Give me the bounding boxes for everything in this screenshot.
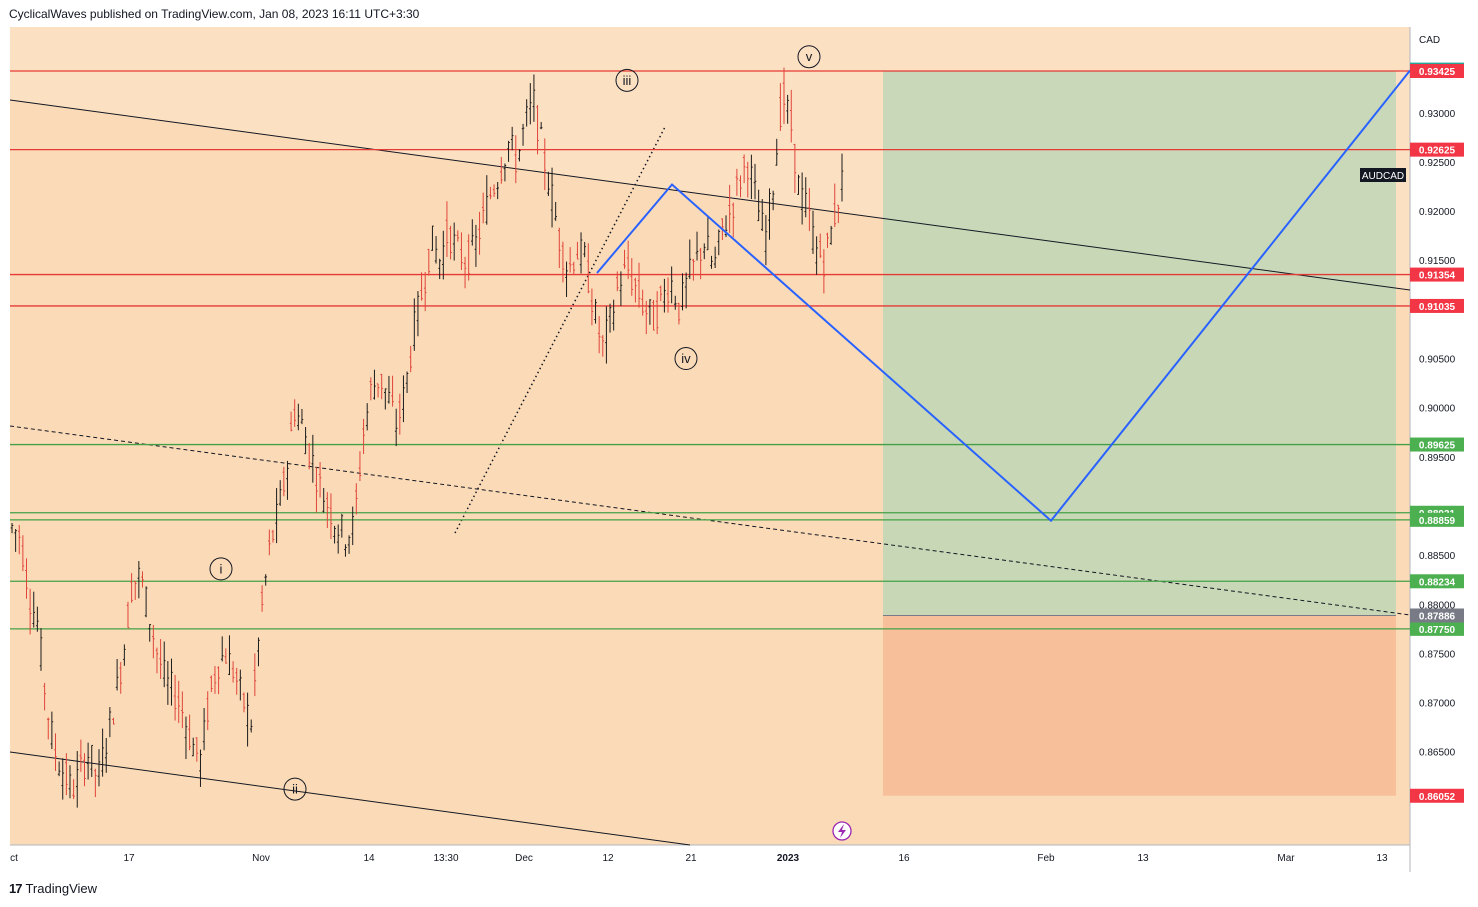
wave-label: iv [681,351,691,366]
tradingview-logo-icon: 17 [9,881,23,896]
resistance-price-label-bg [1410,64,1464,78]
price-tick: 0.92000 [1419,207,1456,218]
time-tick: 16 [898,853,910,864]
time-tick: Dec [515,853,533,864]
wave-label: ii [292,782,298,797]
time-tick: 12 [602,853,614,864]
price-tick: 0.91500 [1419,256,1456,267]
position-stop-zone [883,615,1396,796]
time-tick: Mar [1277,853,1295,864]
publisher-header: CyclicalWaves published on TradingView.c… [9,7,420,21]
time-tick: Nov [252,853,270,864]
resistance-price-label: 0.91035 [1419,302,1456,313]
time-tick: 14 [363,853,375,864]
time-tick: 13 [1137,853,1149,864]
time-tick: 13:30 [433,853,458,864]
tradingview-footer[interactable]: 17 TradingView [9,881,97,896]
entry-price-label: 0.87886 [1419,611,1456,622]
wave-label-circle [615,68,639,92]
resistance-price-label: 0.91354 [1419,271,1456,282]
symbol-badge: AUDCAD [1362,171,1404,182]
resistance-price-label-bg [1410,298,1464,313]
support-price-label-bg [1410,621,1464,636]
price-tick: 0.86500 [1419,748,1456,759]
long-position-tool [883,71,1396,796]
dashed-median-line [9,425,1411,616]
horizontal-levels [10,70,1410,630]
time-tick: 2023 [777,853,800,864]
trendlines [9,99,1411,846]
symbol-badge-bg [1360,168,1406,182]
price-tick: 0.87500 [1419,649,1456,660]
lower-channel-line [9,751,691,846]
support-price-label: 0.89625 [1419,441,1456,452]
wave-label: i [220,561,223,576]
tradingview-brand: TradingView [25,881,98,896]
price-tick: 0.88000 [1419,600,1456,611]
time-tick: 17 [123,853,135,864]
support-price-label: 0.87750 [1419,625,1456,636]
resistance-price-label-bg [1410,267,1464,282]
price-tick: 0.90500 [1419,355,1456,366]
support-price-label-bg [1410,512,1464,527]
time-tick: 21 [685,853,697,864]
stop-price-label-bg [1410,788,1464,803]
lightning-icon [838,824,846,838]
projection-polyline [596,69,1411,523]
time-tick: Feb [1037,853,1055,864]
position-target-zone [883,71,1396,616]
price-tick: 0.87000 [1419,699,1456,710]
wave-label-circle [283,777,307,801]
time-tick: ct [10,853,18,864]
resistance-price-label: 0.92625 [1419,146,1456,157]
price-axis-bg [1411,27,1470,845]
wave-label: iii [623,73,632,88]
time-axis: ct 17 Nov 14 13:30 Dec 12 21 2023 16 Feb 13 Mar 13 [10,853,1388,864]
entry-price-label-bg [1410,608,1464,623]
projection-path [596,69,1411,523]
stop-price-label: 0.86052 [1419,792,1456,803]
price-axis: CAD 0.93000 0.92500 0.92000 0.91500 0.90500 0.… [1410,27,1470,845]
currency-label: CAD [1419,35,1440,46]
time-tick: 13 [1376,853,1388,864]
wave-label-circle [797,45,821,69]
price-tick: 0.88500 [1419,551,1456,562]
resistance-price-label: 0.93425 [1419,67,1456,78]
wave-label-circle [209,557,233,581]
price-tick: 0.89500 [1419,453,1456,464]
price-tick: 0.90000 [1419,404,1456,415]
price-tick: 0.93000 [1419,109,1456,120]
wave-label: v [806,49,813,64]
support-price-label: 0.88234 [1419,577,1456,588]
candlestick-series [10,67,844,808]
wave-label-circle [674,347,698,371]
support-price-label-bg [1410,437,1464,452]
chart-misc: AUDCAD [832,168,1406,841]
price-tick: 0.92500 [1419,158,1456,169]
upper-channel-line [9,99,1411,291]
resistance-price-label-bg [1410,142,1464,157]
support-price-label: 0.88859 [1419,516,1456,527]
support-price-label-bg [1410,574,1464,589]
